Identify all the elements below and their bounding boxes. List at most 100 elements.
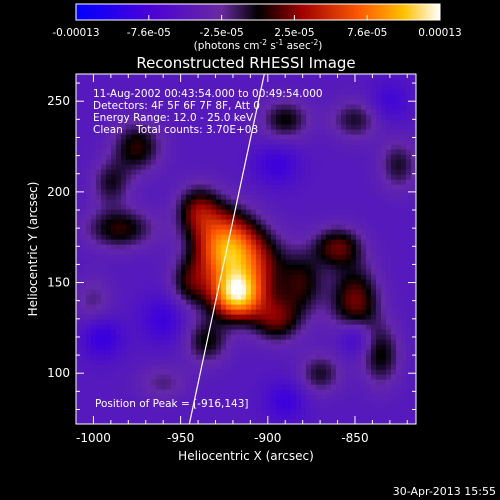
heatmap-cell — [76, 174, 82, 180]
heatmap-cell — [306, 304, 312, 310]
heatmap-cell — [261, 199, 267, 205]
heatmap-cell — [391, 329, 397, 335]
heatmap-cell — [356, 359, 362, 365]
heatmap-cell — [86, 179, 92, 185]
heatmap-cell — [126, 354, 132, 360]
heatmap-cell — [236, 154, 242, 160]
heatmap-cell — [231, 379, 237, 385]
heatmap-cell — [111, 334, 117, 340]
heatmap-cell — [336, 404, 342, 410]
heatmap-cell — [276, 154, 282, 160]
heatmap-cell — [276, 114, 282, 120]
heatmap-cell — [146, 304, 152, 310]
heatmap-cell — [376, 349, 382, 355]
heatmap-cell — [231, 274, 237, 280]
heatmap-cell — [211, 209, 217, 215]
heatmap-cell — [146, 324, 152, 330]
heatmap-cell — [106, 404, 112, 410]
heatmap-cell — [201, 324, 207, 330]
heatmap-cell — [286, 169, 292, 175]
heatmap-cell — [401, 119, 407, 125]
heatmap-cell — [206, 154, 212, 160]
heatmap-cell — [356, 419, 362, 424]
heatmap-cell — [346, 84, 352, 90]
heatmap-cell — [321, 304, 327, 310]
heatmap-cell — [111, 164, 117, 170]
heatmap-cell — [301, 154, 307, 160]
heatmap-cell — [76, 184, 82, 190]
heatmap-cell — [211, 144, 217, 150]
heatmap-cell — [271, 239, 277, 245]
heatmap-cell — [256, 399, 262, 405]
heatmap-cell — [321, 204, 327, 210]
heatmap-cell — [381, 384, 387, 390]
heatmap-cell — [361, 419, 367, 424]
heatmap-cell — [111, 394, 117, 400]
heatmap-cell — [381, 224, 387, 230]
heatmap-cell — [186, 329, 192, 335]
heatmap-cell — [111, 199, 117, 205]
heatmap-cell — [131, 269, 137, 275]
heatmap-cell — [166, 294, 172, 300]
heatmap-cell — [406, 119, 412, 125]
heatmap-cell — [191, 414, 197, 420]
heatmap-cell — [166, 184, 172, 190]
heatmap-cell — [366, 364, 372, 370]
heatmap-cell — [196, 359, 202, 365]
heatmap-cell — [386, 184, 392, 190]
heatmap-cell — [196, 249, 202, 255]
heatmap-cell — [156, 154, 162, 160]
heatmap-cell — [401, 224, 407, 230]
heatmap-cell — [251, 79, 257, 85]
heatmap-cell — [206, 294, 212, 300]
heatmap-cell — [321, 159, 327, 165]
heatmap-cell — [106, 179, 112, 185]
heatmap-cell — [371, 319, 377, 325]
heatmap-cell — [146, 379, 152, 385]
heatmap-cell — [121, 214, 127, 220]
heatmap-cell — [246, 204, 252, 210]
heatmap-cell — [161, 324, 167, 330]
heatmap-cell — [81, 364, 87, 370]
heatmap-cell — [251, 354, 257, 360]
heatmap-cell — [256, 154, 262, 160]
heatmap-cell — [291, 389, 297, 395]
heatmap-cell — [321, 124, 327, 130]
heatmap-cell — [201, 384, 207, 390]
heatmap-cell — [76, 109, 82, 115]
heatmap-cell — [221, 319, 227, 325]
heatmap-cell — [201, 289, 207, 295]
heatmap-cell — [401, 179, 407, 185]
heatmap-cell — [396, 324, 402, 330]
heatmap-cell — [346, 249, 352, 255]
heatmap-cell — [346, 159, 352, 165]
heatmap-cell — [316, 139, 322, 145]
heatmap-cell — [241, 159, 247, 165]
heatmap-cell — [76, 219, 82, 225]
heatmap-cell — [166, 359, 172, 365]
heatmap-cell — [401, 389, 407, 395]
heatmap-cell — [246, 399, 252, 405]
heatmap-cell — [361, 269, 367, 275]
heatmap-cell — [256, 124, 262, 130]
heatmap-cell — [366, 209, 372, 215]
heatmap-cell — [96, 174, 102, 180]
heatmap-cell — [111, 339, 117, 345]
heatmap-cell — [216, 109, 222, 115]
heatmap-cell — [331, 199, 337, 205]
heatmap-cell — [256, 114, 262, 120]
heatmap-cell — [326, 214, 332, 220]
heatmap-cell — [111, 209, 117, 215]
heatmap-cell — [371, 269, 377, 275]
heatmap-cell — [311, 164, 317, 170]
heatmap-cell — [381, 404, 387, 410]
heatmap-cell — [141, 319, 147, 325]
heatmap-cell — [276, 169, 282, 175]
heatmap-cell — [96, 299, 102, 305]
heatmap-cell — [276, 369, 282, 375]
heatmap-cell — [381, 329, 387, 335]
heatmap-cell — [326, 174, 332, 180]
heatmap-cell — [96, 129, 102, 135]
heatmap-cell — [221, 104, 227, 110]
heatmap-cell — [241, 89, 247, 95]
